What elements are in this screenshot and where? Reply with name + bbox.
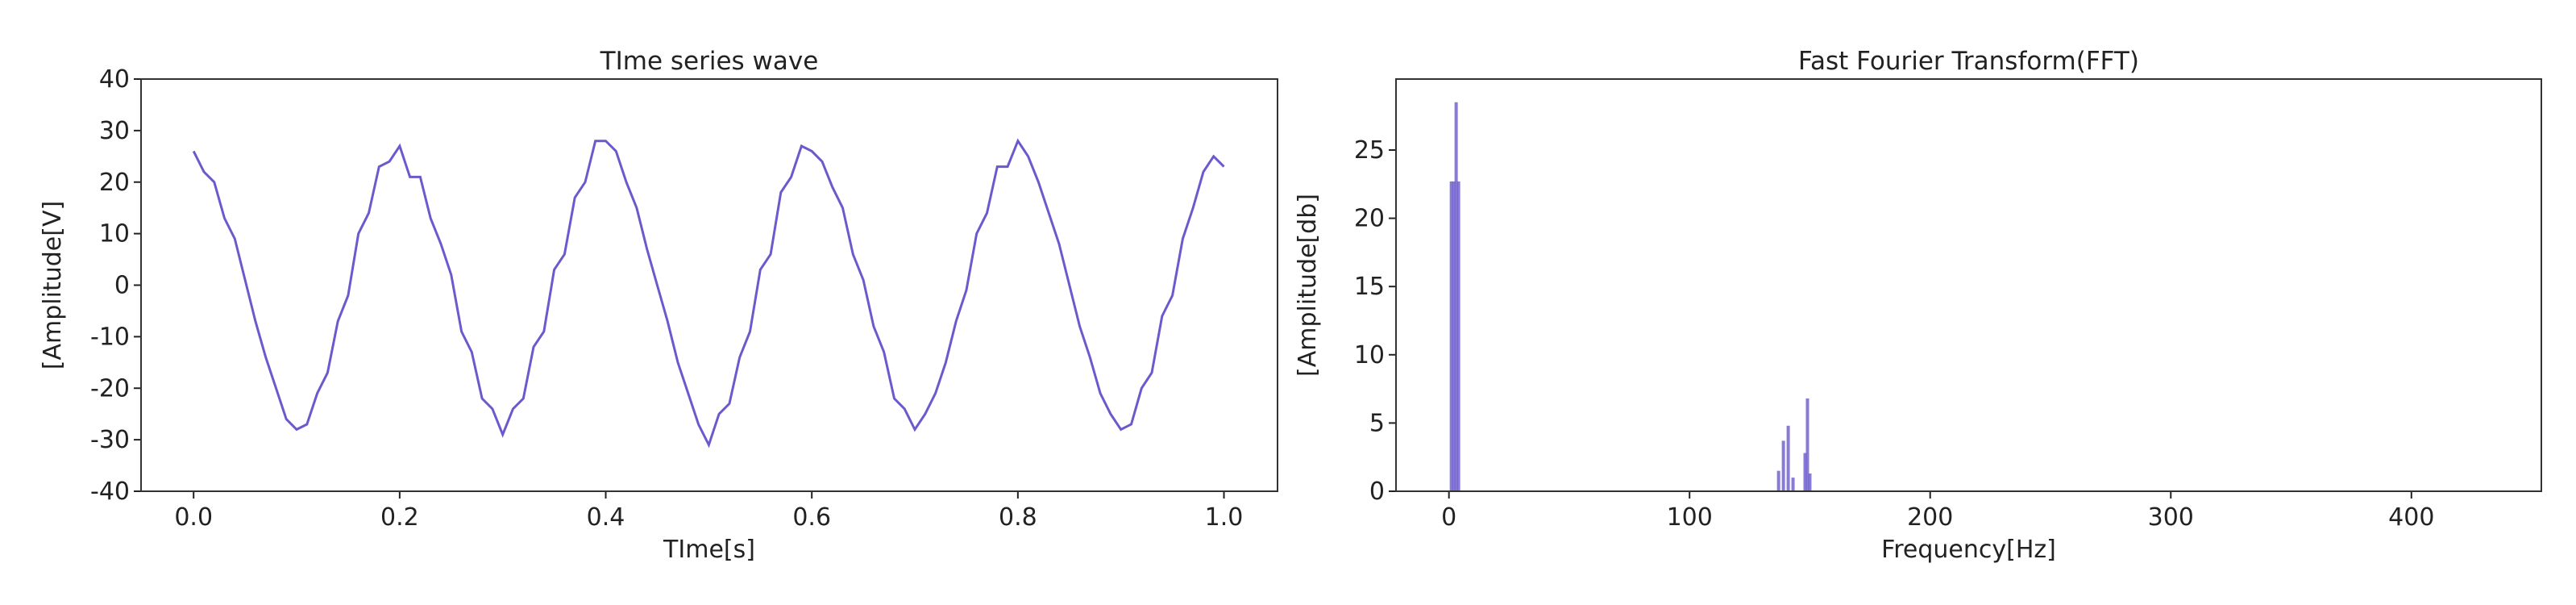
- y-tick-label: -40: [90, 478, 130, 506]
- x-axis-label: TIme[s]: [663, 536, 755, 564]
- y-tick-label: 25: [1354, 136, 1385, 165]
- x-axis-label: Frequency[Hz]: [1881, 536, 2056, 564]
- bar: [1452, 181, 1456, 491]
- x-tick-label: 100: [1667, 503, 1713, 532]
- bar: [1456, 181, 1460, 491]
- y-tick-label: 0: [114, 272, 130, 300]
- x-tick-label: 0.2: [380, 503, 419, 532]
- bar: [1776, 470, 1780, 491]
- x-tick-label: 300: [2148, 503, 2194, 532]
- x-tick-label: 0.6: [792, 503, 831, 532]
- x-tick-label: 200: [1907, 503, 1953, 532]
- chart-title: TIme series wave: [600, 47, 819, 76]
- bar: [1449, 181, 1453, 491]
- x-tick-label: 0.8: [999, 503, 1037, 532]
- y-tick-label: -10: [90, 323, 130, 351]
- y-tick-label: -20: [90, 374, 130, 403]
- x-tick-label: 0.0: [174, 503, 213, 532]
- plot-frame: [1395, 78, 2542, 492]
- x-tick-label: 0: [1441, 503, 1456, 532]
- bar: [1805, 398, 1809, 491]
- y-tick-label: 20: [1354, 205, 1385, 233]
- y-tick-label: 10: [1354, 341, 1385, 369]
- y-tick-label: 40: [99, 65, 130, 94]
- y-tick-label: 15: [1354, 273, 1385, 301]
- chart-title: Fast Fourier Transform(FFT): [1798, 47, 2139, 76]
- y-tick-label: 10: [99, 220, 130, 248]
- plot-frame: [140, 78, 1278, 492]
- y-tick-label: 0: [1369, 478, 1385, 506]
- y-tick-label: -30: [90, 426, 130, 454]
- bar: [1781, 440, 1785, 491]
- y-tick-label: 5: [1369, 409, 1385, 437]
- bar: [1808, 474, 1812, 491]
- y-axis-label: [Amplitude[db]: [1294, 194, 1322, 377]
- y-tick-label: 20: [99, 169, 130, 197]
- bar: [1791, 478, 1795, 491]
- x-tick-label: 0.4: [587, 503, 625, 532]
- y-axis-label: [Amplitude[V]: [39, 201, 67, 369]
- y-tick-label: 30: [99, 117, 130, 145]
- line-series: [192, 138, 1225, 449]
- x-tick-label: 400: [2388, 503, 2434, 532]
- bar: [1454, 102, 1458, 492]
- bar: [1786, 425, 1790, 491]
- bar: [1803, 453, 1807, 491]
- x-tick-label: 1.0: [1205, 503, 1244, 532]
